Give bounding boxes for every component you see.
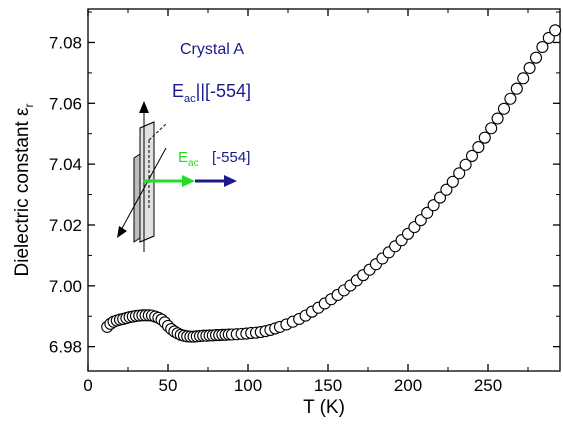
inset-field-symbol: E (178, 149, 188, 166)
data-point (478, 131, 491, 144)
tilt-dashed-line (148, 123, 167, 141)
plot-area-frame (87, 8, 561, 372)
data-point (491, 112, 504, 125)
data-point (497, 102, 511, 115)
data-point (523, 61, 536, 75)
inset-field-label: Eac (178, 149, 199, 169)
y-tick-label: 7.04 (49, 155, 82, 174)
y-axis-label-subscript: r (22, 104, 36, 108)
x-tick-label: 100 (234, 376, 262, 395)
data-point (536, 40, 549, 54)
data-point (421, 206, 434, 219)
y-tick-label: 6.98 (49, 338, 82, 357)
data-point (440, 183, 453, 196)
x-tick-label: 50 (159, 376, 178, 395)
data-point (472, 141, 485, 154)
diagonal-arrow-head (117, 226, 127, 238)
y-axis-label-main: Dielectric constant ε (12, 107, 33, 277)
field-symbol: E (172, 81, 184, 101)
x-tick-label: 0 (83, 376, 92, 395)
x-tick-label: 250 (474, 376, 502, 395)
data-point (453, 167, 466, 180)
diagonal-axis-line (119, 147, 167, 233)
crystal-plate-schematic (117, 101, 237, 252)
inset-field-subscript: ac (188, 158, 199, 169)
x-tick-label: 150 (314, 376, 342, 395)
y-tick-label: 7.02 (49, 216, 82, 235)
crystal-label: Crystal A (180, 41, 244, 58)
field-direction: ||[-554] (196, 81, 251, 101)
field-subscript: ac (184, 93, 196, 105)
data-point (446, 175, 459, 188)
data-point (549, 24, 562, 37)
x-axis-ticks: 0 50 100 150 200 250 (83, 9, 529, 395)
y-axis-ticks: 6.98 7.00 7.02 7.04 7.06 7.08 (49, 11, 560, 357)
data-point (510, 82, 523, 95)
field-relation-label: Eac||[-554] (172, 81, 251, 105)
green-field-arrow-head (182, 175, 195, 187)
data-point (504, 92, 517, 105)
y-axis-label: Dielectric constant εr (12, 104, 36, 277)
x-axis-label: T (K) (303, 397, 345, 418)
data-series (101, 24, 562, 343)
data-point (517, 72, 530, 85)
data-point (427, 199, 440, 212)
data-point (433, 191, 447, 204)
data-point (542, 31, 555, 44)
vertical-arrow-head (139, 101, 149, 113)
y-tick-label: 7.00 (49, 277, 82, 296)
data-point (459, 158, 472, 171)
x-tick-label: 200 (394, 376, 422, 395)
data-point (529, 51, 543, 64)
y-tick-label: 7.06 (49, 94, 82, 113)
data-point (465, 149, 479, 162)
y-tick-label: 7.08 (49, 33, 82, 52)
data-point (485, 122, 498, 135)
inset-direction-label: [-554] (212, 149, 250, 166)
navy-direction-arrow-head (224, 175, 237, 187)
